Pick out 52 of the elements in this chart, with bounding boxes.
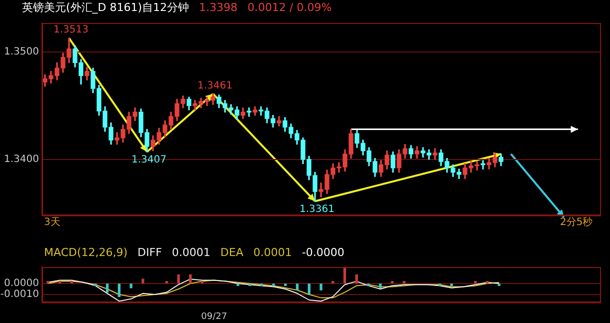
annotation: 1.3461: [198, 80, 232, 92]
bar: [272, 284, 275, 286]
bar: [142, 278, 144, 284]
bar: [130, 284, 132, 288]
bar: [402, 280, 406, 284]
bar: [58, 280, 62, 284]
bar: [332, 280, 334, 284]
bar: [177, 274, 180, 284]
chart-title: MACD(12,26,9): [44, 246, 128, 259]
bar: [106, 284, 109, 293]
text: 0.0012 / 0.09%: [248, 1, 332, 14]
bar: [450, 284, 453, 286]
bar: [189, 274, 192, 284]
bar: [390, 280, 394, 284]
bar: [200, 280, 204, 284]
bar: [355, 274, 358, 284]
annotation: 1.3513: [54, 24, 88, 36]
bar: [165, 280, 168, 284]
bar: [46, 280, 50, 284]
y-tick-label: 0.0000: [4, 278, 39, 290]
bar: [367, 284, 370, 286]
y-tick-label: 1.3500: [4, 46, 39, 58]
text: 0.0001: [253, 246, 292, 259]
annotation: 1.3361: [300, 204, 334, 215]
bar: [343, 268, 346, 284]
y-tick-label: -0.0010: [0, 289, 39, 300]
bar: [486, 280, 489, 284]
y-tick-label: 1.3400: [4, 154, 39, 165]
x-tick-label: 09/27: [201, 312, 228, 322]
text: 1.3398: [199, 1, 238, 14]
bar: [296, 284, 299, 290]
text: -0.0000: [302, 246, 344, 259]
bar: [379, 284, 382, 288]
bar: [284, 284, 287, 286]
annotation: 1.3407: [132, 154, 166, 166]
bar: [236, 284, 240, 286]
text: 2分5秒: [560, 216, 593, 230]
chart-title: 英镑美元(外汇_D 8161)自12分钟: [22, 1, 190, 14]
bar: [498, 284, 500, 286]
bar: [474, 280, 477, 284]
bar: [438, 284, 442, 286]
bar: [118, 284, 120, 298]
bar: [260, 284, 263, 286]
series-label: DEA: [220, 246, 244, 259]
bar: [70, 280, 74, 284]
text: 0.0001: [172, 246, 210, 259]
bar: [308, 284, 310, 295]
bar: [320, 284, 322, 290]
bar: [94, 284, 97, 286]
text: DIFF: [138, 246, 162, 259]
text: 3天: [44, 216, 60, 230]
bar: [248, 284, 252, 286]
